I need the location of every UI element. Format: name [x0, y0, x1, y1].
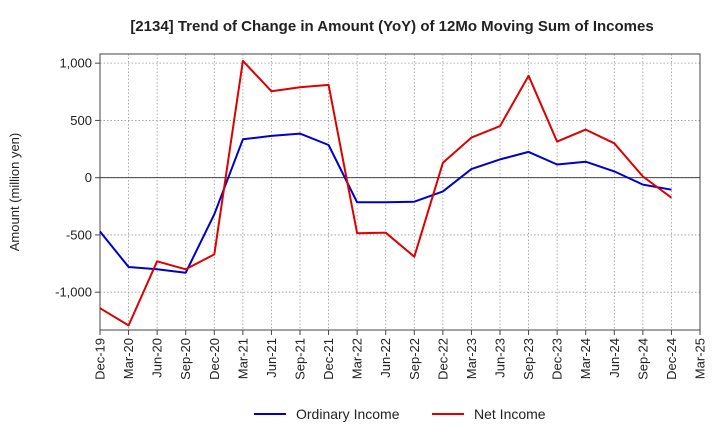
y-tick-label: 1,000	[59, 56, 92, 71]
x-tick-label: Sep-22	[407, 338, 422, 380]
series-line-net-income	[99, 59, 672, 327]
x-tick-label: Sep-20	[178, 338, 193, 380]
series-lines	[99, 59, 672, 327]
y-tick-label: -1,000	[55, 285, 92, 300]
x-tick-label: Dec-22	[435, 338, 450, 380]
plot-area-border	[99, 53, 701, 331]
series-line-ordinary-income	[99, 132, 672, 274]
x-tick-label: Dec-24	[664, 338, 679, 380]
y-tick-label: 500	[70, 113, 92, 128]
x-tick-label: Jun-22	[378, 338, 393, 378]
x-tick-label: Mar-21	[235, 338, 250, 379]
chart-title: [2134] Trend of Change in Amount (YoY) o…	[130, 18, 653, 35]
x-tick-label: Jun-21	[264, 338, 279, 378]
x-tick-label: Dec-23	[550, 338, 565, 380]
x-axis-ticks: Dec-19 Mar-20 Jun-20 Sep-20 Dec-20 Mar-21 Jun-…	[93, 330, 708, 380]
x-tick-label: Dec-19	[93, 338, 108, 380]
x-tick-label: Jun-24	[607, 338, 622, 378]
grid	[99, 54, 701, 330]
x-tick-label: Sep-24	[635, 338, 650, 380]
legend: Ordinary Income Net Income	[254, 406, 546, 422]
x-tick-label: Sep-23	[521, 338, 536, 380]
x-tick-label: Mar-23	[464, 338, 479, 379]
x-tick-label: Jun-23	[493, 338, 508, 378]
y-tick-label: -500	[66, 227, 92, 242]
x-tick-label: Mar-22	[350, 338, 365, 379]
x-tick-label: Mar-20	[121, 338, 136, 379]
y-tick-label: 0	[85, 170, 92, 185]
x-tick-label: Mar-25	[693, 338, 708, 379]
y-axis-label: Amount (million yen)	[7, 133, 22, 252]
y-axis-ticks: 1,000 500 0 -500 -1,000	[55, 56, 100, 300]
x-tick-label: Dec-20	[207, 338, 222, 380]
x-tick-label: Dec-21	[321, 338, 336, 380]
x-tick-label: Mar-24	[578, 338, 593, 379]
x-tick-label: Sep-21	[293, 338, 308, 380]
x-tick-label: Jun-20	[150, 338, 165, 378]
legend-label: Ordinary Income	[296, 406, 400, 422]
legend-label: Net Income	[474, 406, 546, 422]
